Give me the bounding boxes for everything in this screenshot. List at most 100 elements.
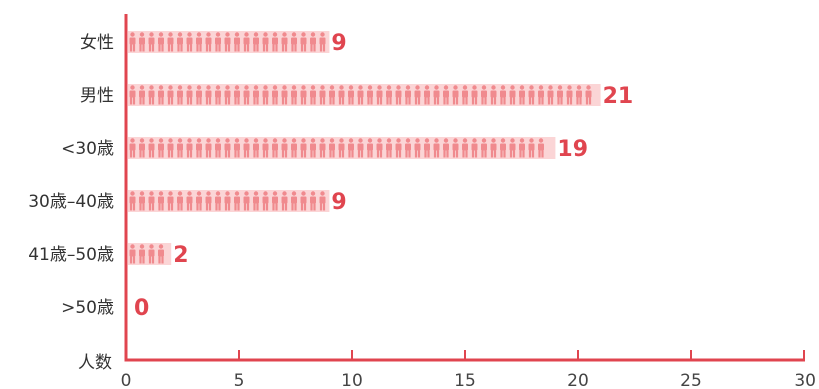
category-label: 女性 xyxy=(80,33,114,53)
person-icon xyxy=(158,191,164,211)
person-icon xyxy=(490,85,497,105)
person-icon xyxy=(272,138,278,158)
person-icon xyxy=(158,85,164,105)
person-icon xyxy=(186,32,193,52)
person-icon xyxy=(158,138,164,158)
person-icon xyxy=(300,191,307,211)
person-icon xyxy=(462,85,468,105)
person-icon xyxy=(376,85,383,105)
person-icon xyxy=(452,85,459,105)
person-icon xyxy=(148,138,155,158)
person-icon xyxy=(528,138,535,158)
person-icon xyxy=(538,85,544,105)
category-label: 41歳–50歳 xyxy=(28,245,114,265)
person-icon xyxy=(177,32,183,52)
person-icon xyxy=(243,85,250,105)
person-icon xyxy=(576,85,582,105)
person-icon xyxy=(262,85,269,105)
person-icon xyxy=(158,32,164,52)
person-icon xyxy=(357,138,364,158)
person-icon xyxy=(433,85,440,105)
bar xyxy=(128,243,172,265)
person-icon xyxy=(196,191,202,211)
person-icon xyxy=(310,85,316,105)
person-icon xyxy=(158,244,164,264)
person-icon xyxy=(509,85,516,105)
person-icon xyxy=(281,85,288,105)
person-icon xyxy=(395,138,402,158)
person-icon xyxy=(253,32,259,52)
person-icon xyxy=(538,138,544,158)
person-icon xyxy=(167,191,174,211)
person-icon xyxy=(367,85,373,105)
person-icon xyxy=(462,138,468,158)
person-icon xyxy=(215,138,221,158)
person-icon xyxy=(167,32,174,52)
person-icon xyxy=(281,191,288,211)
person-icon xyxy=(186,138,193,158)
person-icon xyxy=(177,85,183,105)
person-icon xyxy=(519,85,525,105)
person-icon xyxy=(205,32,212,52)
person-icon xyxy=(196,85,202,105)
person-icon xyxy=(395,85,402,105)
bar xyxy=(128,190,330,212)
x-tick-label: 30 xyxy=(794,371,816,389)
person-icon xyxy=(139,191,145,211)
person-icon xyxy=(253,138,259,158)
person-icon xyxy=(348,138,354,158)
person-icon xyxy=(272,191,278,211)
person-icon xyxy=(566,85,573,105)
person-icon xyxy=(310,32,316,52)
person-icon xyxy=(471,138,478,158)
person-icon xyxy=(519,138,525,158)
person-icon xyxy=(234,191,240,211)
value-labels: 9 21 19 9 2 0 xyxy=(134,31,633,321)
person-icon xyxy=(291,85,297,105)
person-icon xyxy=(281,32,288,52)
person-icon xyxy=(319,32,326,52)
person-icon xyxy=(139,244,145,264)
category-label: 30歳–40歳 xyxy=(28,192,114,212)
value-label: 9 xyxy=(331,190,346,215)
person-icon xyxy=(148,32,155,52)
x-tick-label: 15 xyxy=(454,371,476,389)
person-icon xyxy=(291,191,297,211)
person-icon xyxy=(433,138,440,158)
person-icon xyxy=(319,138,326,158)
person-icon xyxy=(291,32,297,52)
person-icon xyxy=(348,85,354,105)
person-icon xyxy=(177,191,183,211)
person-icon xyxy=(338,138,345,158)
person-icon xyxy=(167,138,174,158)
person-icon xyxy=(234,138,240,158)
person-icon xyxy=(357,85,364,105)
person-icon xyxy=(329,138,335,158)
person-icon xyxy=(300,32,307,52)
value-label: 21 xyxy=(603,84,634,109)
person-icon xyxy=(414,85,421,105)
person-icon xyxy=(329,85,335,105)
person-icon xyxy=(205,138,212,158)
person-icon xyxy=(262,138,269,158)
x-axis-ticks: 0 5 10 15 20 25 30 xyxy=(121,350,816,389)
person-icon xyxy=(319,191,326,211)
person-icon xyxy=(215,191,221,211)
value-label: 0 xyxy=(134,296,149,321)
value-label: 19 xyxy=(557,137,588,162)
person-icon xyxy=(243,138,250,158)
person-icon xyxy=(509,138,516,158)
person-icon xyxy=(452,138,459,158)
person-icon xyxy=(310,191,316,211)
person-icon xyxy=(234,32,240,52)
person-icon xyxy=(300,138,307,158)
person-icon xyxy=(300,85,307,105)
person-icon xyxy=(186,85,193,105)
person-icon xyxy=(424,138,430,158)
person-icon xyxy=(490,138,497,158)
person-icon xyxy=(129,32,136,52)
person-icon xyxy=(557,85,563,105)
person-icon xyxy=(386,138,392,158)
value-label: 9 xyxy=(331,31,346,56)
